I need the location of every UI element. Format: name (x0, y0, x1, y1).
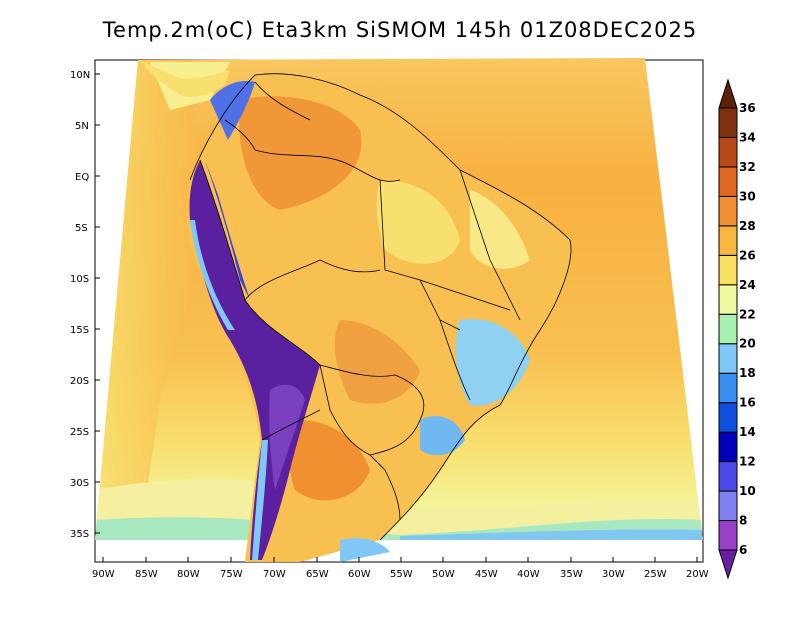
lon-label: 60W (348, 569, 371, 580)
colorbar-swatch (718, 313, 738, 345)
lon-label: 75W (220, 569, 243, 580)
colorbar-level-label: 18 (739, 366, 756, 380)
colorbar-level-label: 30 (739, 189, 756, 203)
colorbar-swatch (718, 343, 738, 374)
lat-label: 5S (75, 223, 88, 234)
lat-label: 35S (70, 529, 89, 540)
colorbar-swatch (718, 490, 738, 522)
lon-label: 40W (517, 569, 540, 580)
lat-label: 5N (75, 121, 89, 132)
lon-label: 65W (306, 569, 329, 580)
colorbar-swatch (718, 225, 738, 256)
colorbar-min-triangle (718, 549, 738, 580)
lon-label: 80W (177, 569, 200, 580)
lat-axis: 10N 5N EQ 5S 10S 15S 20S 25S 30S 35S (70, 70, 100, 540)
lon-label: 55W (390, 569, 413, 580)
lat-label: 25S (70, 427, 89, 438)
central-america-land (140, 60, 230, 97)
lon-label: 85W (135, 569, 158, 580)
lon-label: 35W (560, 569, 583, 580)
lon-label: 70W (263, 569, 286, 580)
colorbar-level-label: 24 (739, 278, 756, 292)
colorbar-swatch (718, 461, 738, 492)
colorbar: 6 8 10 12 14 16 18 20 22 24 26 28 30 32 34 36 (718, 78, 756, 580)
colorbar-level-label: 12 (739, 455, 756, 469)
lon-label: 20W (686, 569, 709, 580)
lat-label: EQ (75, 172, 89, 183)
colorbar-swatch (718, 136, 738, 168)
lat-label: 15S (70, 325, 89, 336)
colorbar-max-triangle (718, 78, 738, 109)
colorbar-level-label: 28 (739, 219, 756, 233)
lon-label: 50W (432, 569, 455, 580)
colorbar-level-label: 32 (739, 160, 756, 174)
colorbar-swatch (718, 254, 738, 286)
lon-axis: 90W 85W 80W 75W 70W 65W 60W 55W 50W 45W … (92, 557, 709, 580)
colorbar-swatch (718, 107, 738, 138)
colorbar-swatch (718, 166, 738, 197)
colorbar-level-label: 20 (739, 337, 756, 351)
lon-label: 30W (602, 569, 625, 580)
lat-label: 10S (70, 274, 89, 285)
lon-label: 90W (92, 569, 115, 580)
country-borders (189, 73, 572, 541)
colorbar-level-label: 10 (739, 484, 756, 498)
colorbar-swatch (718, 372, 738, 404)
lat-label: 20S (70, 376, 89, 387)
lat-label: 30S (70, 478, 89, 489)
colorbar-level-label: 36 (739, 101, 756, 115)
colorbar-level-label: 6 (739, 543, 747, 557)
colorbar-level-label: 26 (739, 248, 756, 262)
colorbar-level-label: 34 (739, 130, 756, 144)
lon-label: 45W (475, 569, 498, 580)
lat-label: 10N (70, 70, 90, 81)
colorbar-swatch (718, 284, 738, 315)
colorbar-level-label: 16 (739, 396, 756, 410)
colorbar-level-label: 8 (739, 514, 747, 528)
colorbar-level-label: 14 (739, 425, 756, 439)
south-america-land (185, 73, 571, 563)
colorbar-swatch (718, 431, 738, 463)
colorbar-swatch (718, 195, 738, 227)
map-title: Temp.2m(oC) Eta3km SiSMOM 145h 01Z08DEC2… (102, 18, 698, 42)
colorbar-swatch (718, 520, 738, 551)
colorbar-swatch (718, 402, 738, 433)
colorbar-level-label: 22 (739, 307, 756, 321)
lon-label: 25W (644, 569, 667, 580)
